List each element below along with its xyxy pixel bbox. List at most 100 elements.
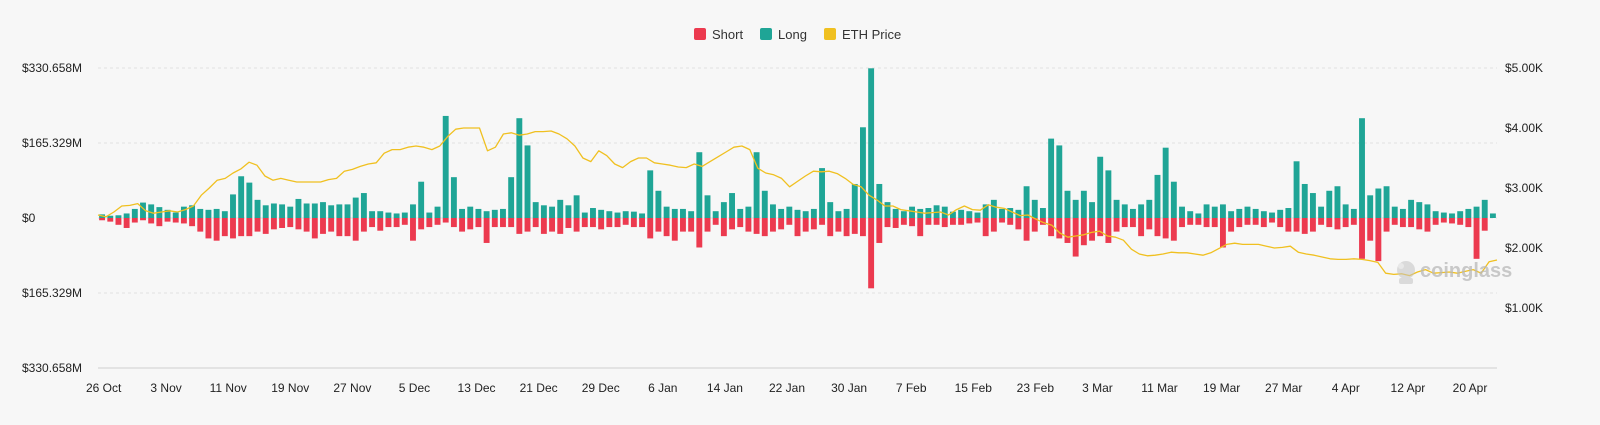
short-bar xyxy=(1129,218,1136,228)
legend-item-short[interactable]: Short xyxy=(694,27,743,42)
long-bar xyxy=(851,183,858,218)
short-bar xyxy=(696,218,703,248)
long-bar xyxy=(1162,147,1169,218)
long-bar xyxy=(172,212,179,218)
short-bar xyxy=(598,218,605,230)
x-tick-label: 29 Dec xyxy=(582,381,620,395)
long-bar xyxy=(1309,193,1316,218)
short-bar xyxy=(180,218,187,224)
long-bar xyxy=(712,211,719,218)
long-bar xyxy=(475,208,482,218)
short-bar xyxy=(688,218,695,232)
long-bar xyxy=(982,204,989,218)
short-bar xyxy=(1031,218,1038,232)
long-bar xyxy=(958,209,965,218)
long-bar xyxy=(770,204,776,218)
long-bar xyxy=(385,212,392,218)
long-bar xyxy=(802,211,809,218)
short-bar xyxy=(1121,218,1128,228)
long-bar xyxy=(377,211,384,218)
short-bar xyxy=(262,218,269,234)
watermark-text: coinglass xyxy=(1420,260,1512,282)
short-bar xyxy=(1391,218,1398,225)
long-bar xyxy=(180,206,187,218)
short-bar xyxy=(1007,218,1014,225)
long-bar xyxy=(835,211,842,218)
long-bar xyxy=(524,145,531,218)
long-bar xyxy=(1129,208,1136,218)
short-bar xyxy=(1154,218,1161,237)
long-bar xyxy=(1080,190,1087,218)
short-bar xyxy=(1039,218,1046,225)
short-bar xyxy=(491,218,498,228)
short-bar xyxy=(778,218,785,230)
long-bar xyxy=(990,199,997,218)
legend-item-eth-price[interactable]: ETH Price xyxy=(824,27,901,42)
long-bar xyxy=(1170,181,1177,218)
short-bar xyxy=(385,218,392,228)
long-bar xyxy=(917,208,924,218)
long-bar xyxy=(1449,213,1455,218)
short-bar xyxy=(966,218,973,224)
long-bar xyxy=(1187,211,1194,218)
long-bar xyxy=(1391,206,1398,218)
short-bar xyxy=(1072,218,1079,257)
legend-label-eth-price: ETH Price xyxy=(842,27,901,42)
long-bar xyxy=(1138,204,1145,218)
long-bar xyxy=(557,199,564,218)
short-bar xyxy=(352,218,359,241)
legend: Short Long ETH Price xyxy=(694,27,901,42)
short-bar xyxy=(729,218,735,230)
short-bar xyxy=(328,218,335,232)
long-bar xyxy=(680,208,686,218)
short-bar xyxy=(827,218,834,237)
long-bar xyxy=(238,176,245,218)
short-bar xyxy=(1309,218,1316,232)
short-bar xyxy=(622,218,629,225)
x-tick-label: 15 Feb xyxy=(955,381,993,395)
long-bar xyxy=(450,177,457,218)
long-bar xyxy=(598,209,605,218)
long-bar xyxy=(303,203,310,218)
short-bar xyxy=(197,218,204,232)
short-bar xyxy=(1408,218,1415,228)
long-bar xyxy=(1113,199,1120,218)
long-bar xyxy=(1097,156,1104,218)
x-tick-label: 4 Apr xyxy=(1332,381,1360,395)
short-bar xyxy=(557,218,564,234)
long-bar xyxy=(1318,206,1325,218)
short-bar xyxy=(426,218,433,228)
legend-label-long: Long xyxy=(778,27,807,42)
short-bar xyxy=(401,218,408,225)
long-bar xyxy=(254,199,261,218)
short-bar xyxy=(1277,218,1284,228)
long-bar xyxy=(647,170,654,218)
long-bar xyxy=(892,208,899,218)
long-bar xyxy=(1089,202,1095,218)
long-bar xyxy=(1383,186,1390,218)
short-bar xyxy=(655,218,662,232)
long-bar xyxy=(630,211,637,218)
x-tick-label: 22 Jan xyxy=(769,381,805,395)
long-bar xyxy=(491,209,498,218)
short-bar xyxy=(1416,218,1423,230)
short-bar xyxy=(1162,218,1169,239)
x-tick-label: 27 Mar xyxy=(1265,381,1302,395)
long-bar xyxy=(1252,208,1259,218)
short-bar xyxy=(115,218,122,225)
short-bar xyxy=(761,218,768,237)
long-bar xyxy=(1285,208,1292,218)
long-bar xyxy=(1457,211,1464,218)
long-bar xyxy=(1056,145,1063,218)
long-bar xyxy=(663,206,670,218)
long-bar xyxy=(532,202,539,218)
short-bar xyxy=(1138,218,1145,237)
long-bar xyxy=(1481,199,1488,218)
x-tick-label: 26 Oct xyxy=(86,381,122,395)
long-bar xyxy=(753,152,760,218)
short-bar xyxy=(1236,218,1243,228)
short-bar xyxy=(1089,218,1095,241)
long-bar xyxy=(810,208,817,218)
legend-item-long[interactable]: Long xyxy=(760,27,807,42)
x-tick-label: 7 Feb xyxy=(896,381,927,395)
